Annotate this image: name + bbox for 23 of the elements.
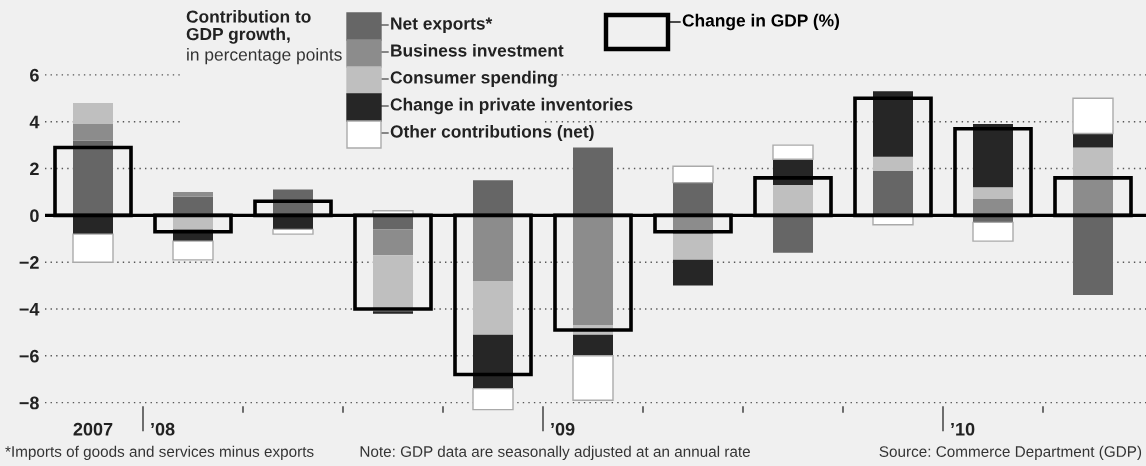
x-tick-label: ’10 bbox=[951, 422, 975, 436]
legend-label: Other contributions (net) bbox=[390, 124, 594, 142]
y-tick-label: 4 bbox=[29, 115, 40, 129]
legend-label: Net exports* bbox=[391, 17, 493, 34]
x-tick-label: ’09 bbox=[551, 422, 575, 436]
legend-label: Consumer spending bbox=[390, 70, 557, 88]
legend-label: Change in private inventories bbox=[390, 97, 633, 115]
y-tick-label: −6 bbox=[19, 349, 39, 363]
y-tick-label: 0 bbox=[30, 209, 39, 223]
source-note: Source: Commerce Department (GDP) bbox=[879, 445, 1142, 460]
y-tick-label: −2 bbox=[19, 256, 39, 269]
text: *Imports of goods and services minus exports bbox=[5, 445, 314, 460]
text: Note: GDP data are seasonally adjusted at an annual rate bbox=[360, 445, 750, 460]
legend-label: Business investment bbox=[391, 43, 564, 57]
y-tick-label: −8 bbox=[19, 396, 39, 410]
y-tick-label: −4 bbox=[19, 303, 40, 316]
legend-label: Change in GDP (%) bbox=[682, 13, 840, 31]
x-tick-label: 2007 bbox=[73, 422, 113, 436]
y-tick-label: 6 bbox=[30, 68, 39, 82]
annotation: in percentage points bbox=[187, 48, 342, 65]
x-tick-label: ’08 bbox=[151, 422, 175, 436]
legend-title: Contribution to GDP growth, bbox=[186, 10, 311, 44]
y-tick-label: 2 bbox=[30, 162, 39, 176]
